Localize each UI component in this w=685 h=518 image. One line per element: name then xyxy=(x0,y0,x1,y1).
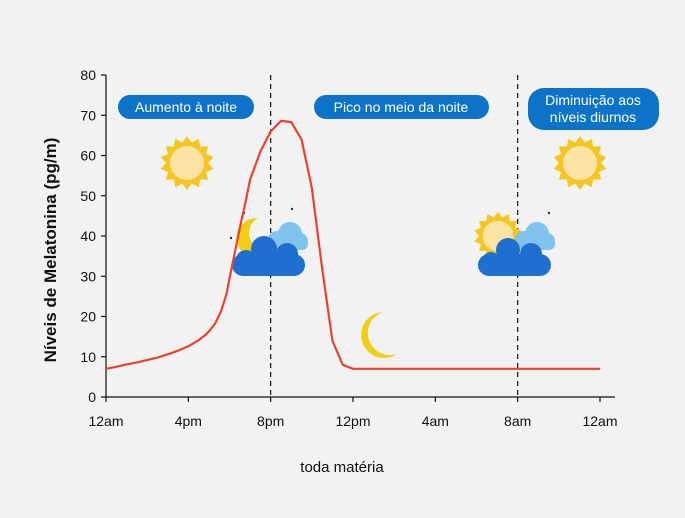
melatonin-series-line xyxy=(105,119,600,370)
y-axis-label: Níveis de Melatonina (pg/m) xyxy=(41,138,60,363)
moon-cloud-icon xyxy=(229,207,308,276)
y-tick-label: 20 xyxy=(80,309,96,325)
y-tick-label: 30 xyxy=(80,268,96,284)
sun-icon xyxy=(553,136,607,190)
annotation-peak-text: Pico no meio da noite xyxy=(334,99,469,115)
sun-icon xyxy=(160,136,214,190)
x-tick-label: 8pm xyxy=(257,413,284,429)
y-tick-label: 70 xyxy=(80,107,96,123)
annotation-pill-decline: Diminuição aos níveis diurnos xyxy=(528,88,659,130)
x-tick-label: 12am xyxy=(88,413,123,429)
y-tick-label: 10 xyxy=(80,349,96,365)
x-tick-label: 4am xyxy=(422,413,449,429)
y-tick-label: 0 xyxy=(88,389,96,405)
x-tick-label: 8am xyxy=(504,413,531,429)
x-tick-label: 12pm xyxy=(335,413,370,429)
y-ticks: 0 10 20 30 40 50 60 70 80 xyxy=(80,67,106,405)
annotation-rise-text: Aumento à noite xyxy=(135,99,237,115)
x-tick-label: 4pm xyxy=(175,413,202,429)
sun-cloud-icon xyxy=(474,211,555,276)
x-ticks: 12am 4pm 8pm 12pm 4am 8am 12am xyxy=(88,397,618,429)
annotation-pill-rise: Aumento à noite xyxy=(118,95,254,119)
annotation-pill-peak: Pico no meio da noite xyxy=(314,95,489,119)
y-tick-label: 40 xyxy=(80,228,96,244)
x-tick-label: 12am xyxy=(582,413,617,429)
moon-icon xyxy=(361,312,397,358)
y-tick-label: 60 xyxy=(80,148,96,164)
annotation-decline-line1: Diminuição aos xyxy=(545,92,641,108)
watermark: toda matéria xyxy=(300,459,384,476)
y-tick-label: 50 xyxy=(80,188,96,204)
y-tick-label: 80 xyxy=(80,67,96,83)
annotation-decline-line2: níveis diurnos xyxy=(550,109,636,125)
